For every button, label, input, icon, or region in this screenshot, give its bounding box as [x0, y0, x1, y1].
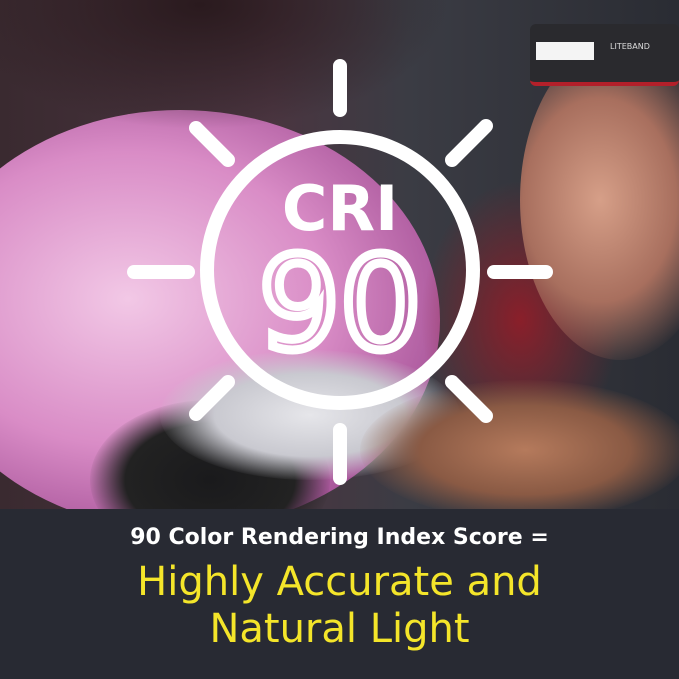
- cri-badge: CRI 90: [127, 59, 553, 485]
- headlamp-brand: LITEBAND: [610, 42, 650, 51]
- face: [520, 40, 679, 360]
- sun-ray: [189, 375, 235, 421]
- sun-icon: [127, 59, 553, 485]
- cri-value: 90: [259, 230, 422, 379]
- caption-subtitle: 90 Color Rendering Index Score =: [130, 525, 549, 550]
- headlamp: LITEBAND: [530, 24, 679, 86]
- sun-ray: [445, 119, 493, 167]
- headlamp-led: [536, 42, 594, 60]
- sun-ray: [445, 375, 493, 423]
- sun-ring: [200, 130, 480, 410]
- sun-ray: [189, 121, 235, 167]
- arm: [360, 380, 679, 509]
- caption-panel: 90 Color Rendering Index Score = Highly …: [0, 509, 679, 679]
- caption-headline-line2: Natural Light: [209, 606, 470, 652]
- caption-headline-line1: Highly Accurate and: [137, 559, 542, 605]
- cri-label: CRI: [282, 172, 398, 245]
